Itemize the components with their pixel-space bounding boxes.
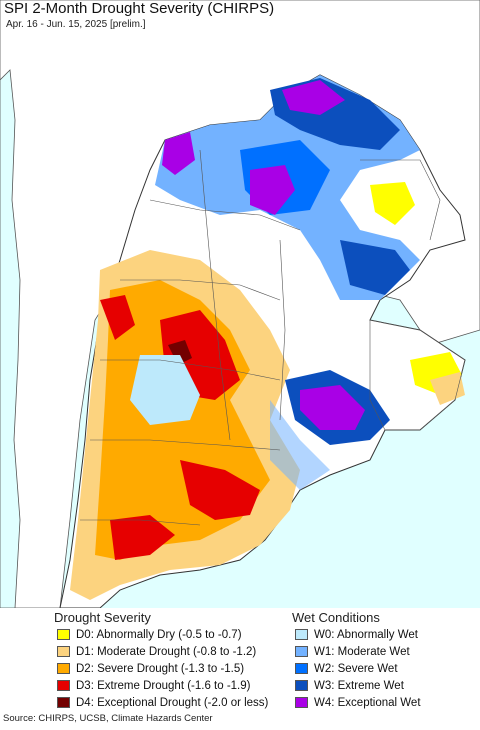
w4-zone-1 — [250, 165, 295, 215]
w3-zone-east — [340, 240, 410, 295]
swatch-d4 — [57, 697, 70, 708]
w4-zone-4 — [300, 385, 365, 430]
swatch-d0 — [57, 629, 70, 640]
w1-zone-pampas — [270, 400, 330, 490]
province-borders — [80, 149, 466, 526]
swatch-w2 — [295, 663, 308, 674]
map-subtitle: Apr. 16 - Jun. 15, 2025 [prelim.] — [6, 19, 146, 30]
swatch-d3 — [57, 680, 70, 691]
drought-map — [0, 0, 480, 608]
d3-zone-2 — [180, 460, 260, 520]
chile-coast — [0, 69, 21, 608]
legend-label-w2: W2: Severe Wet — [314, 663, 398, 675]
swatch-w3 — [295, 680, 308, 691]
swatch-w0 — [295, 629, 308, 640]
w0-zone — [130, 355, 200, 425]
swatch-d2 — [57, 663, 70, 674]
source-credit: Source: CHIRPS, UCSB, Climate Hazards Ce… — [3, 713, 213, 724]
d3-zone-4 — [100, 295, 135, 340]
d4-zone — [168, 340, 192, 365]
legend-drought-title: Drought Severity — [54, 610, 151, 625]
legend-label-w3: W3: Extreme Wet — [314, 680, 404, 692]
legend-wet-title: Wet Conditions — [292, 610, 380, 625]
legend-label-w0: W0: Abnormally Wet — [314, 629, 418, 641]
swatch-d1 — [57, 646, 70, 657]
legend-label-d0: D0: Abnormally Dry (-0.5 to -0.7) — [76, 629, 242, 641]
legend-label-d1: D1: Moderate Drought (-0.8 to -1.2) — [76, 646, 257, 658]
legend-label-d3: D3: Extreme Drought (-1.6 to -1.9) — [76, 680, 251, 692]
w4-zone-2 — [162, 132, 195, 175]
w4-zone-3 — [282, 80, 345, 115]
legend: Drought Severity Wet Conditions D0: Abno… — [0, 608, 480, 712]
legend-label-w1: W1: Moderate Wet — [314, 646, 410, 658]
d1-zone-uy — [430, 372, 465, 405]
map-title: SPI 2-Month Drought Severity (CHIRPS) — [4, 0, 275, 17]
legend-label-w4: W4: Exceptional Wet — [314, 697, 421, 709]
d3-zone-3 — [110, 515, 175, 560]
swatch-w4 — [295, 697, 308, 708]
legend-label-d2: D2: Severe Drought (-1.3 to -1.5) — [76, 663, 245, 675]
legend-label-d4: D4: Exceptional Drought (-2.0 or less) — [76, 697, 269, 709]
swatch-w1 — [295, 646, 308, 657]
d0-zone-1 — [370, 182, 415, 225]
